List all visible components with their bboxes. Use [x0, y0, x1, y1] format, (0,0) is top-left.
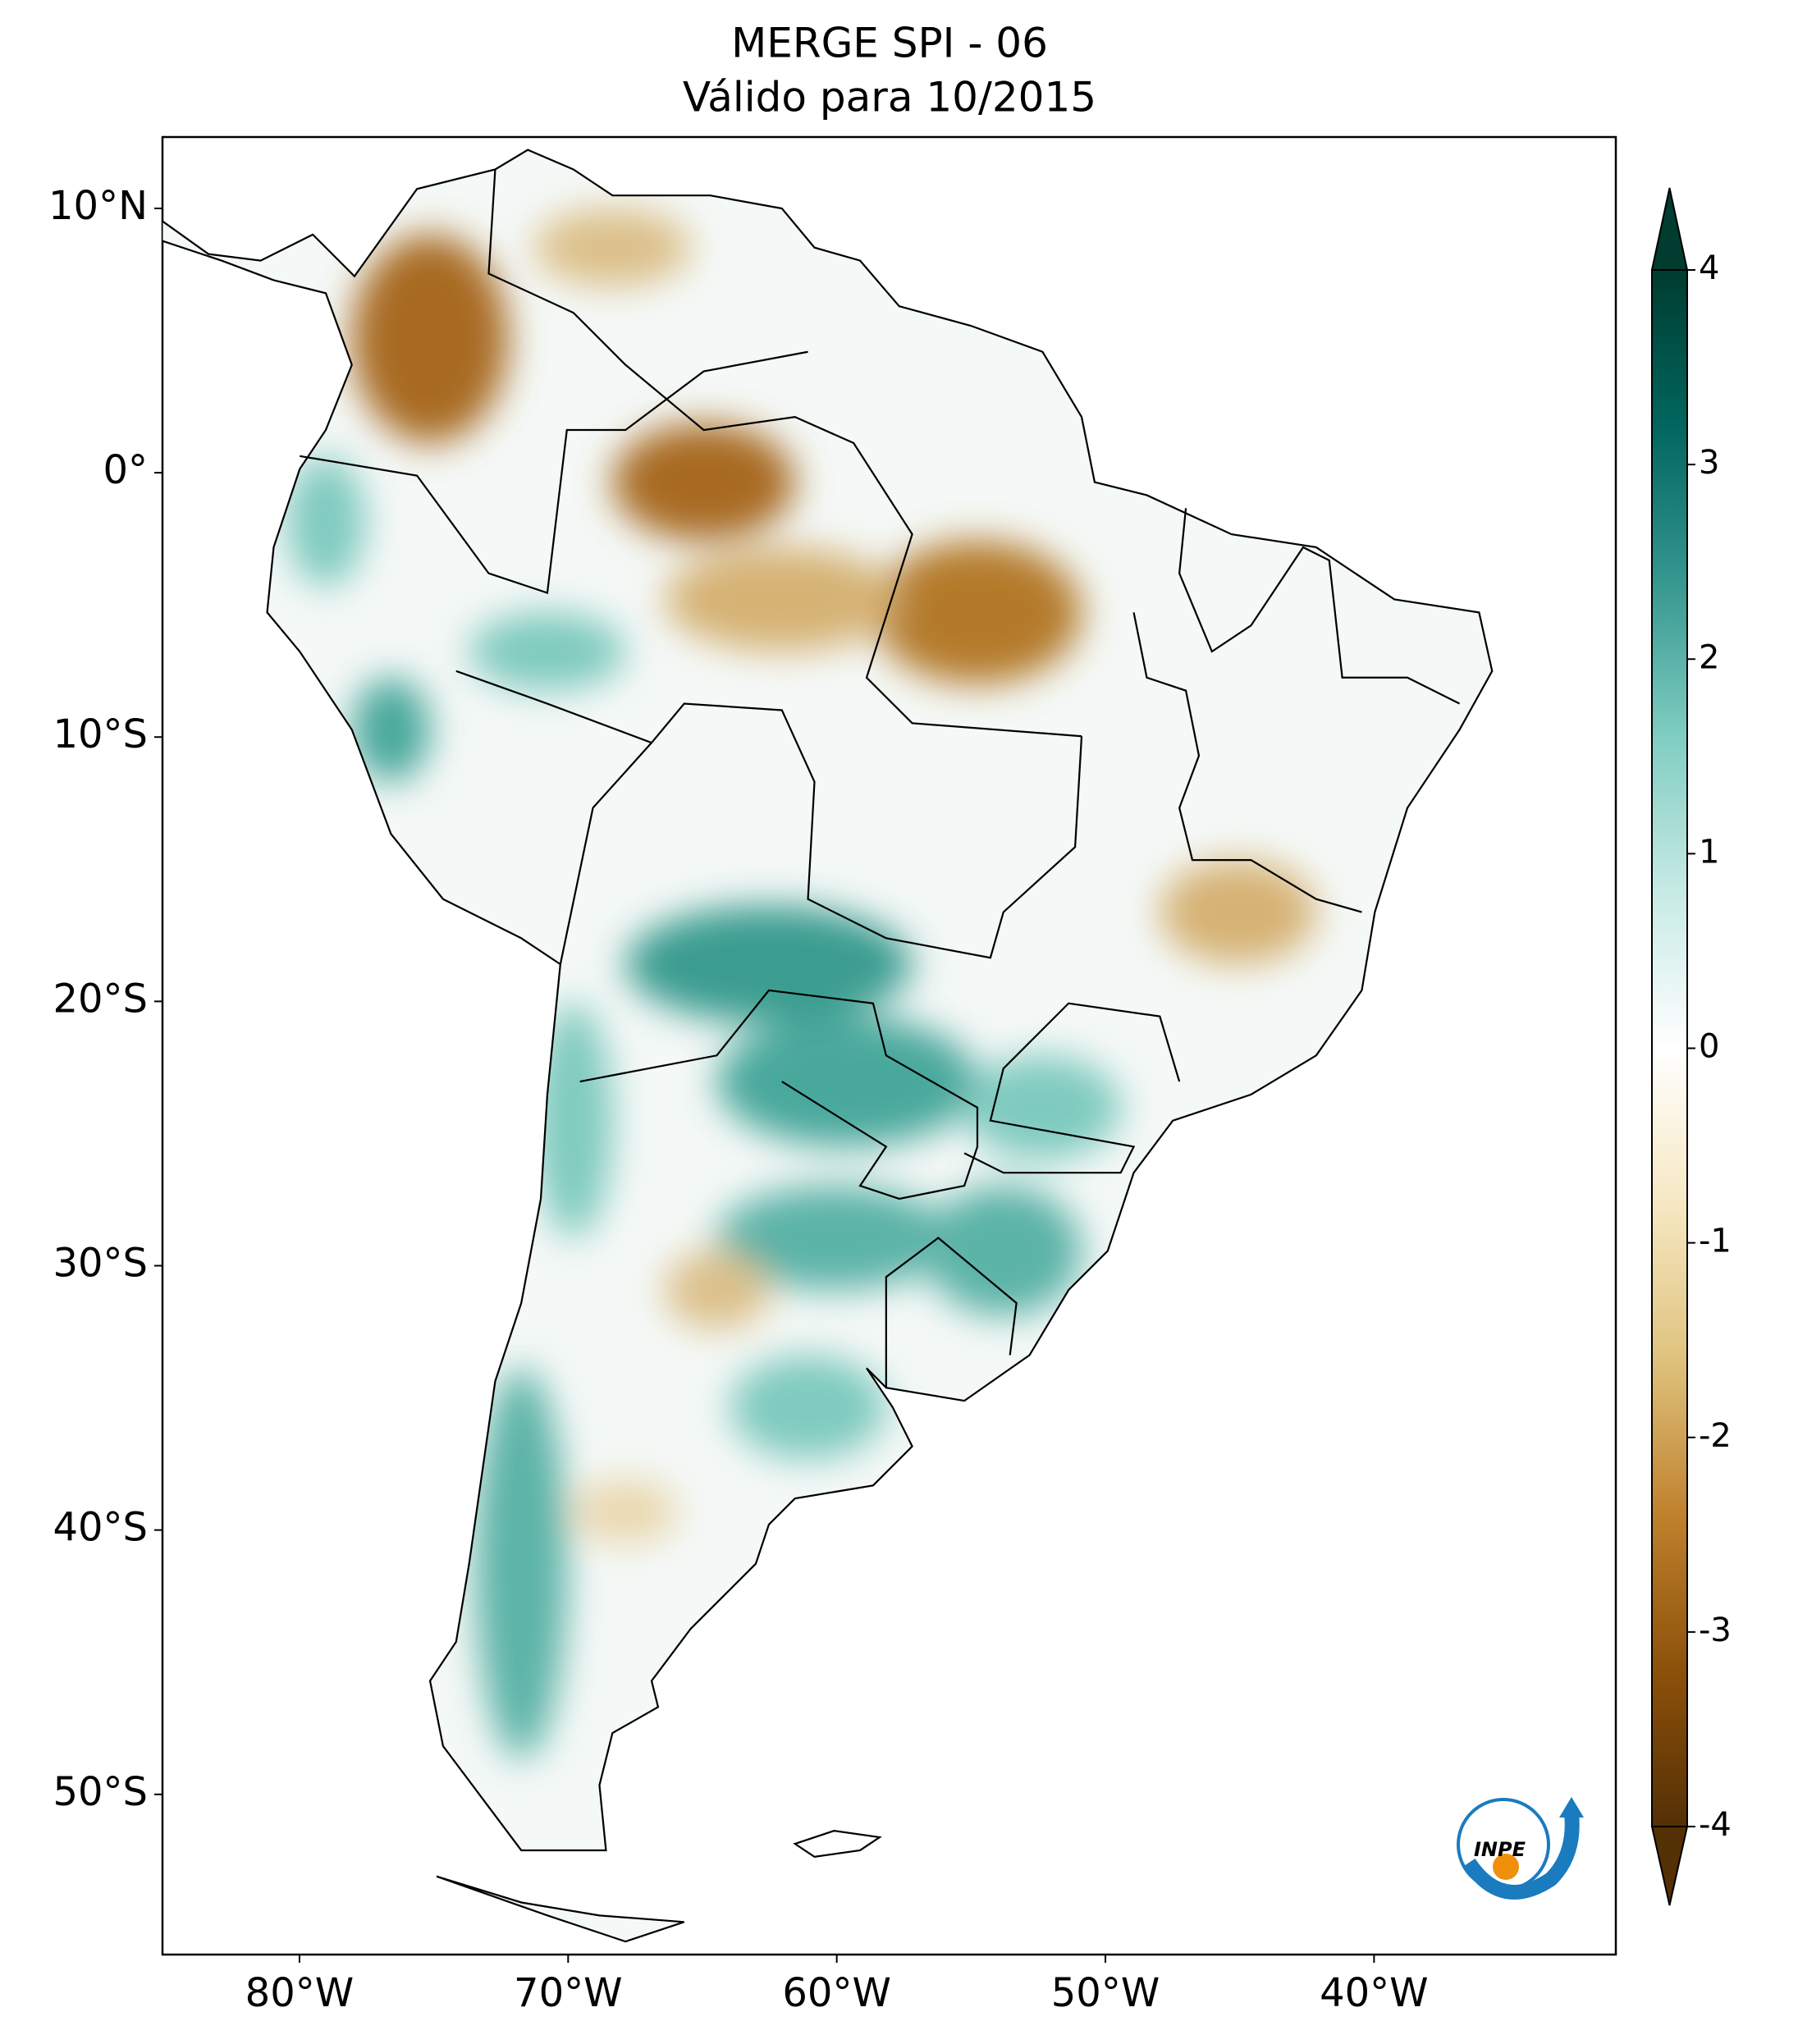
map-title: MERGE SPI - 06: [731, 20, 1048, 67]
map-subtitle: Válido para 10/2015: [683, 74, 1096, 121]
axis-ticks: [154, 207, 1375, 1963]
colorbar-tick-label: 4: [1699, 249, 1719, 287]
colorbar-tick-label: -2: [1699, 1417, 1732, 1455]
colorbar-tick-label: 2: [1699, 638, 1719, 676]
colorbar-tick-label: 3: [1699, 444, 1719, 482]
y-tick-label: 10°S: [53, 711, 148, 757]
colorbar-tick-label: -4: [1699, 1806, 1732, 1844]
logo-text: INPE: [1474, 1838, 1526, 1861]
y-tick-label: 40°S: [53, 1505, 148, 1551]
x-tick-label: 80°W: [245, 1970, 355, 2016]
y-tick-label: 30°S: [53, 1241, 148, 1287]
x-tick-label: 40°W: [1320, 1970, 1429, 2016]
colorbar-tick-label: -1: [1699, 1223, 1732, 1260]
y-tick-label: 0°: [103, 447, 148, 493]
colorbar-extend-bottom: [1650, 1826, 1689, 1906]
colorbar-tick-label: -3: [1699, 1612, 1732, 1649]
y-tick-label: 50°S: [53, 1769, 148, 1815]
borders: [162, 149, 1494, 1943]
colorbar: [1652, 270, 1687, 1827]
inpe-logo: INPE: [1457, 1797, 1584, 1900]
y-tick-label: 10°N: [48, 183, 148, 229]
colorbar-tick-label: 0: [1699, 1028, 1719, 1066]
colorbar-tick-label: 1: [1699, 833, 1719, 871]
y-tick-label: 20°S: [53, 976, 148, 1022]
x-tick-label: 60°W: [782, 1970, 891, 2016]
x-tick-label: 50°W: [1051, 1970, 1160, 2016]
x-tick-label: 70°W: [514, 1970, 623, 2016]
colorbar-extend-top: [1650, 187, 1689, 271]
